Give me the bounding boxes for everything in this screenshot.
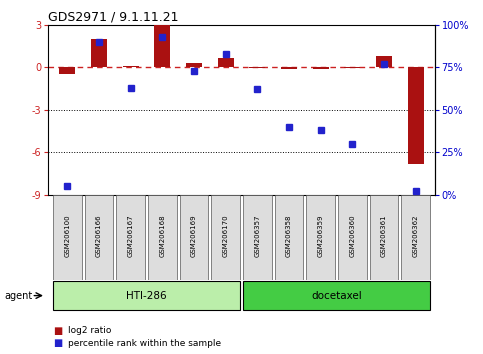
Bar (306, 195, 335, 280)
Bar (59, 67, 75, 74)
Text: ■: ■ (53, 326, 62, 336)
Bar (85, 195, 113, 280)
Bar (401, 195, 430, 280)
Bar (313, 67, 328, 69)
Bar (53, 195, 82, 280)
Bar (344, 67, 360, 68)
Bar (243, 281, 430, 310)
Bar (218, 58, 234, 67)
Text: agent: agent (5, 291, 33, 301)
Text: GSM206361: GSM206361 (381, 214, 387, 257)
Text: GDS2971 / 9.1.11.21: GDS2971 / 9.1.11.21 (48, 11, 179, 24)
Bar (408, 67, 424, 164)
Bar (116, 195, 145, 280)
Text: GSM206168: GSM206168 (159, 214, 165, 257)
Text: GSM206362: GSM206362 (412, 214, 419, 257)
Bar (123, 65, 139, 67)
Text: HTI-286: HTI-286 (126, 291, 167, 301)
Text: percentile rank within the sample: percentile rank within the sample (68, 339, 221, 348)
Bar (249, 67, 265, 68)
Bar (53, 281, 240, 310)
Bar (275, 195, 303, 280)
Text: GSM206170: GSM206170 (223, 214, 228, 257)
Bar (155, 25, 170, 67)
Bar (338, 195, 367, 280)
Bar (91, 39, 107, 67)
Text: GSM206166: GSM206166 (96, 214, 102, 257)
Text: GSM206359: GSM206359 (318, 214, 324, 257)
Text: GSM206357: GSM206357 (255, 214, 260, 257)
Text: GSM206358: GSM206358 (286, 214, 292, 257)
Bar (243, 195, 271, 280)
Bar (148, 195, 177, 280)
Text: GSM206100: GSM206100 (64, 214, 71, 257)
Bar (180, 195, 208, 280)
Bar (376, 56, 392, 67)
Bar (186, 63, 202, 67)
Bar (281, 67, 297, 69)
Text: log2 ratio: log2 ratio (68, 326, 111, 336)
Text: GSM206169: GSM206169 (191, 214, 197, 257)
Text: ■: ■ (53, 338, 62, 348)
Text: docetaxel: docetaxel (311, 291, 362, 301)
Text: GSM206360: GSM206360 (349, 214, 355, 257)
Text: GSM206167: GSM206167 (128, 214, 134, 257)
Bar (212, 195, 240, 280)
Bar (370, 195, 398, 280)
